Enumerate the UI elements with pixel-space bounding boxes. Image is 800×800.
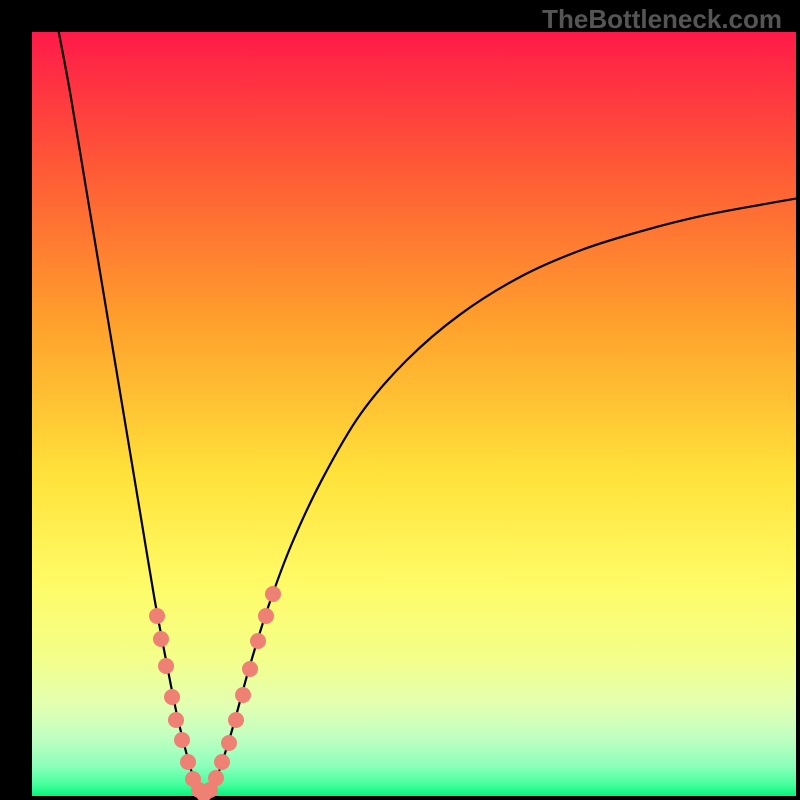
data-dot (174, 732, 190, 748)
data-dot (208, 770, 224, 786)
data-dot (235, 687, 251, 703)
data-dot (221, 735, 237, 751)
data-dot (265, 586, 281, 602)
data-dot (180, 754, 196, 770)
chart-frame: TheBottleneck.com (0, 0, 800, 800)
data-dot (214, 754, 230, 770)
data-dot (164, 689, 180, 705)
dots-layer (32, 32, 796, 796)
data-dot (242, 661, 258, 677)
data-dot (250, 633, 266, 649)
plot-area (32, 32, 796, 796)
data-dot (228, 712, 244, 728)
data-dot (258, 608, 274, 624)
data-dot (158, 658, 174, 674)
watermark-text: TheBottleneck.com (542, 4, 782, 35)
data-dot (149, 608, 165, 624)
data-dot (168, 712, 184, 728)
data-dot (153, 631, 169, 647)
